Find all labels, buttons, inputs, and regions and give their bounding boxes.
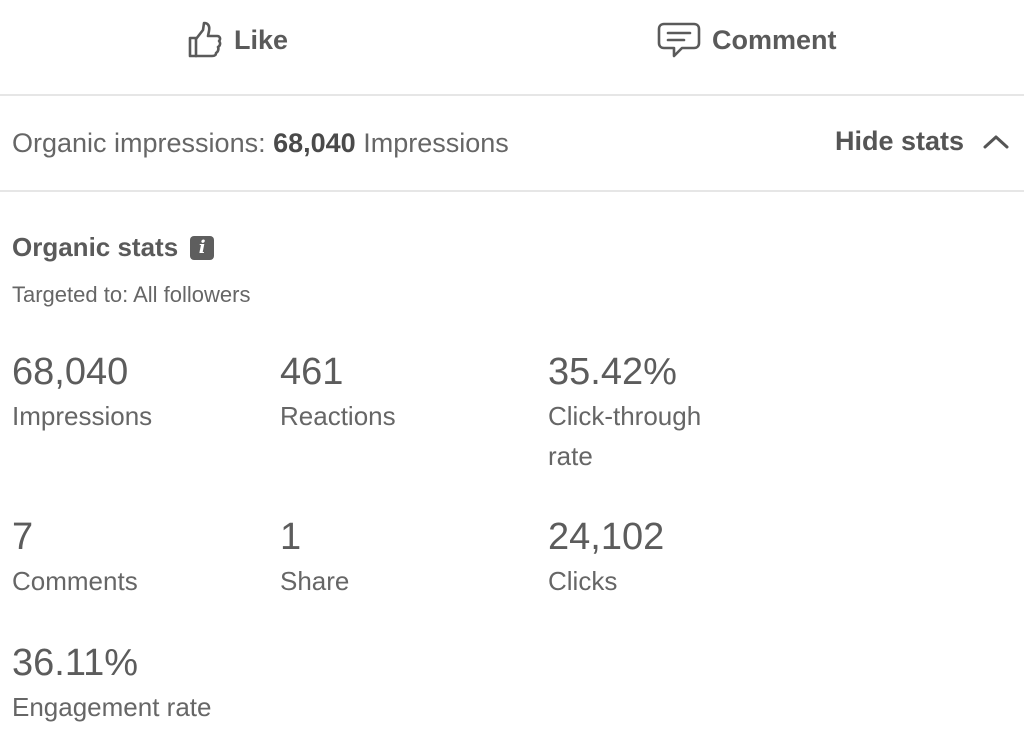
stat-label: Impressions <box>12 401 153 431</box>
stat-share: 1 Share <box>280 515 520 601</box>
organic-stats-heading: Organic stats i <box>12 232 215 263</box>
stat-reactions: 461 Reactions <box>280 350 520 436</box>
stat-label: Share <box>280 566 350 596</box>
stat-value: 1 <box>280 516 302 558</box>
hide-stats-button[interactable]: Hide stats <box>835 126 1010 157</box>
stat-label: Clicks <box>548 566 618 596</box>
impressions-count: 68,040 <box>273 128 356 158</box>
impressions-suffix: Impressions <box>363 128 509 158</box>
stat-value: 7 <box>12 516 34 558</box>
like-label: Like <box>234 24 289 55</box>
stat-label: Click-through rate <box>548 401 702 471</box>
stat-label: Reactions <box>280 401 396 431</box>
stat-clicks: 24,102 Clicks <box>548 515 748 601</box>
stat-value: 24,102 <box>548 516 665 558</box>
hide-stats-label: Hide stats <box>834 126 964 156</box>
stat-engagement-rate: 36.11% Engagement rate <box>12 641 252 727</box>
chevron-up-icon <box>982 126 1010 157</box>
stat-value: 36.11% <box>12 642 139 684</box>
stat-comments: 7 Comments <box>12 515 252 601</box>
organic-impressions-text: Organic impressions: 68,040 Impressions <box>12 128 509 159</box>
stat-value: 68,040 <box>12 351 129 393</box>
comment-button[interactable]: Comment <box>656 14 837 66</box>
info-icon[interactable]: i <box>190 235 215 260</box>
stat-value: 461 <box>280 351 344 393</box>
organic-stats-title: Organic stats <box>12 232 179 262</box>
impressions-summary-bar: Organic impressions: 68,040 Impressions … <box>0 96 1024 192</box>
social-action-bar: Like Comment <box>0 0 1024 96</box>
targeted-audience-text: Targeted to: All followers <box>12 282 251 307</box>
comment-label: Comment <box>712 24 837 55</box>
thumbs-up-icon <box>184 20 224 60</box>
stat-label: Engagement rate <box>12 692 212 722</box>
stat-impressions: 68,040 Impressions <box>12 350 252 436</box>
like-button[interactable]: Like <box>184 14 288 66</box>
stat-label: Comments <box>12 566 138 596</box>
impressions-prefix: Organic impressions: <box>12 128 266 158</box>
stat-value: 35.42% <box>548 351 677 393</box>
speech-bubble-icon <box>656 20 702 60</box>
stat-click-through-rate: 35.42% Click-through rate <box>548 350 748 476</box>
